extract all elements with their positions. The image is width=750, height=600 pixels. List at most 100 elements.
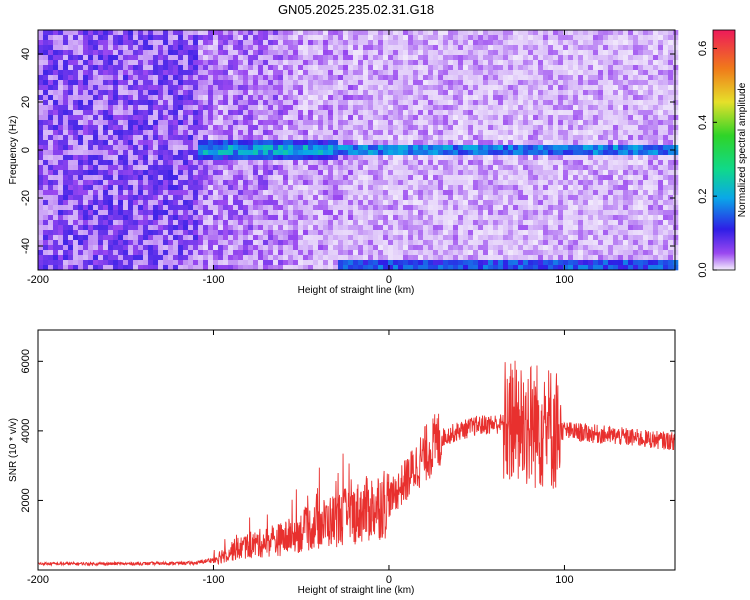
spectrogram-cell — [253, 90, 259, 96]
spectrogram-cell — [428, 205, 434, 211]
spectrogram-cell — [238, 30, 244, 36]
spectrogram-cell — [573, 70, 579, 76]
spectrogram-cell — [388, 180, 394, 186]
spectrogram-cell — [373, 30, 379, 36]
spectrogram-cell — [53, 120, 59, 126]
spectrogram-cell — [608, 220, 614, 226]
spectrogram-cell — [558, 175, 564, 181]
spectrogram-cell — [263, 145, 269, 151]
spectrogram-cell — [318, 85, 324, 91]
spectrogram-cell — [638, 95, 644, 101]
spectrogram-cell — [438, 220, 444, 226]
spectrogram-cell — [98, 220, 104, 226]
spectrogram-cell — [608, 195, 614, 201]
spectrogram-cell — [133, 190, 139, 196]
spectrogram-cell — [488, 120, 494, 126]
spectrogram-cell — [428, 40, 434, 46]
spectrogram-cell — [378, 175, 384, 181]
spectrogram-cell — [563, 30, 569, 36]
spectrogram-cell — [643, 165, 649, 171]
spectrogram-cell — [593, 135, 599, 141]
spectrogram-cell — [498, 35, 504, 41]
spectrogram-cell — [138, 40, 144, 46]
spectrogram-cell — [473, 220, 479, 226]
spectrogram-cell — [348, 30, 354, 36]
spectrogram-cell — [583, 40, 589, 46]
spectrogram-cell — [413, 120, 419, 126]
spectrogram-cell — [563, 140, 569, 146]
spectrogram-cell — [123, 175, 129, 181]
spectrogram-cell — [123, 160, 129, 166]
spectrogram-cell — [598, 55, 604, 61]
spectrogram-cell — [303, 165, 309, 171]
spectrogram-cell — [513, 220, 519, 226]
spectrogram-cell — [398, 110, 404, 116]
spectrogram-cell — [138, 55, 144, 61]
spectrogram-cell — [473, 200, 479, 206]
spectrogram-cell — [373, 135, 379, 141]
spectrogram-cell — [588, 120, 594, 126]
spectrogram-cell — [568, 125, 574, 131]
spectrogram-cell — [128, 85, 134, 91]
spectrogram-cell — [228, 90, 234, 96]
spectrogram-cell — [143, 65, 149, 71]
spectrogram-cell — [238, 60, 244, 66]
spectrogram-cell — [643, 125, 649, 131]
spectrogram-cell — [643, 190, 649, 196]
spectrogram-cell — [598, 70, 604, 76]
spectrogram-cell — [478, 70, 484, 76]
spectrogram-cell — [558, 155, 564, 161]
spectrogram-cell — [573, 140, 579, 146]
spectrogram-cell — [213, 175, 219, 181]
spectrogram-cell — [543, 165, 549, 171]
spectrogram-cell — [453, 105, 459, 111]
spectrogram-cell — [348, 135, 354, 141]
spectrogram-cell — [458, 150, 464, 156]
spectrogram-cell — [238, 105, 244, 111]
spectrogram-cell — [463, 215, 469, 221]
spectrogram-cell — [98, 210, 104, 216]
spectrogram-cell — [283, 135, 289, 141]
spectrogram-cell — [303, 205, 309, 211]
spectrogram-cell — [588, 140, 594, 146]
spectrogram-cell — [458, 120, 464, 126]
spectrogram-cell — [248, 160, 254, 166]
spectrogram-cell — [658, 145, 664, 151]
spectrogram-cell — [133, 75, 139, 81]
spectrogram-cell — [663, 105, 669, 111]
spectrogram-cell — [153, 100, 159, 106]
spectrogram-cell — [648, 180, 654, 186]
spectrogram-cell — [63, 115, 69, 121]
spectrogram-cell — [98, 180, 104, 186]
spectrogram-cell — [78, 70, 84, 76]
spectrogram-cell — [583, 190, 589, 196]
spectrogram-cell — [63, 45, 69, 51]
spectrogram-cell — [233, 205, 239, 211]
spectrogram-cell — [488, 175, 494, 181]
spectrogram-cell — [183, 155, 189, 161]
spectrogram-cell — [303, 100, 309, 106]
spectrogram-cell — [413, 70, 419, 76]
spectrogram-cell — [43, 40, 49, 46]
spectrogram-cell — [63, 190, 69, 196]
spectrogram-cell — [208, 155, 214, 161]
spectrogram-cell — [523, 185, 529, 191]
spectrogram-cell — [538, 110, 544, 116]
spectrogram-cell — [448, 105, 454, 111]
spectrogram-cell — [168, 60, 174, 66]
spectrogram-cell — [503, 165, 509, 171]
spectrogram-cell — [423, 135, 429, 141]
spectrogram-cell — [408, 145, 414, 151]
spectrogram-cell — [378, 130, 384, 136]
spectrogram-cell — [578, 190, 584, 196]
spectrogram-cell — [248, 80, 254, 86]
spectrogram-cell — [413, 75, 419, 81]
spectrogram-cell — [398, 215, 404, 221]
spectrogram-cell — [373, 145, 379, 151]
spectrogram-cell — [673, 40, 679, 46]
spectrogram-cell — [648, 95, 654, 101]
spectrogram-cell — [218, 125, 224, 131]
spectrogram-cell — [123, 65, 129, 71]
spectrogram-cell — [268, 60, 274, 66]
spectrogram-cell — [353, 180, 359, 186]
